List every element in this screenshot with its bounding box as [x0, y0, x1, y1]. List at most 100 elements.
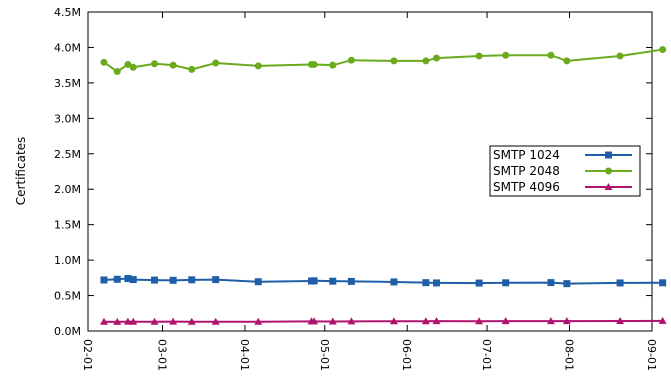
- data-point-smtp-4096: [113, 317, 122, 325]
- x-tick-label: 05-01: [318, 339, 331, 371]
- data-point-smtp-4096: [658, 316, 667, 324]
- legend-marker-smtp-1024: [605, 151, 612, 159]
- data-point-smtp-1024: [254, 278, 262, 286]
- data-point-smtp-2048: [169, 61, 177, 69]
- y-tick-label: 4.5M: [54, 6, 81, 19]
- data-point-smtp-2048: [113, 68, 121, 76]
- data-point-smtp-1024: [151, 276, 159, 284]
- data-point-smtp-2048: [547, 51, 555, 59]
- series-smtp-4096: [99, 316, 667, 325]
- x-tick-label: 07-01: [480, 339, 493, 371]
- data-point-smtp-1024: [390, 278, 398, 286]
- data-point-smtp-4096: [187, 317, 196, 325]
- y-tick-label: 1.0M: [54, 254, 81, 267]
- data-point-smtp-4096: [421, 317, 430, 325]
- data-point-smtp-4096: [616, 317, 625, 325]
- data-point-smtp-4096: [211, 317, 220, 325]
- series-line-smtp-2048: [103, 48, 663, 73]
- data-point-smtp-2048: [616, 52, 624, 60]
- data-point-smtp-2048: [422, 57, 430, 65]
- legend-marker-smtp-2048: [605, 167, 612, 175]
- legend-marker-smtp-4096: [604, 183, 613, 190]
- data-point-smtp-1024: [188, 276, 196, 284]
- data-point-smtp-2048: [563, 57, 571, 65]
- x-tick-label: 06-01: [400, 339, 413, 371]
- y-tick-label: 2.0M: [54, 183, 81, 196]
- x-tick-label: 08-01: [563, 339, 576, 371]
- x-tick-label: 03-01: [155, 339, 168, 371]
- data-point-smtp-1024: [124, 275, 132, 283]
- y-tick-label: 4.0M: [54, 41, 81, 54]
- data-point-smtp-4096: [475, 317, 484, 325]
- data-point-smtp-1024: [502, 279, 510, 287]
- x-axis: 02-01 03-01 04-01 05-01 06-01 07-01 08-01 09-01: [81, 12, 658, 371]
- data-point-smtp-1024: [212, 276, 220, 284]
- data-point-smtp-1024: [475, 279, 483, 287]
- data-point-smtp-2048: [329, 61, 337, 69]
- legend-label-smtp-4096: SMTP 4096: [493, 180, 560, 194]
- data-point-smtp-4096: [432, 317, 441, 325]
- y-tick-label: 3.5M: [54, 77, 81, 90]
- data-point-smtp-4096: [501, 317, 510, 325]
- data-point-smtp-2048: [433, 54, 441, 62]
- data-point-smtp-2048: [390, 57, 398, 65]
- data-point-smtp-1024: [563, 280, 571, 288]
- data-point-smtp-4096: [546, 317, 555, 325]
- data-point-smtp-4096: [150, 317, 159, 325]
- series-line-smtp-4096: [103, 319, 663, 323]
- data-point-smtp-2048: [129, 63, 137, 71]
- y-tick-label: 1.5M: [54, 219, 81, 232]
- data-point-smtp-2048: [188, 65, 196, 73]
- data-point-smtp-1024: [616, 279, 624, 287]
- data-point-smtp-1024: [433, 279, 441, 287]
- data-point-smtp-2048: [100, 58, 108, 66]
- data-point-smtp-1024: [129, 276, 137, 284]
- data-point-smtp-1024: [169, 276, 177, 284]
- x-tick-label: 04-01: [238, 339, 251, 371]
- y-tick-label: 2.5M: [54, 148, 81, 161]
- series-layer: [99, 46, 667, 325]
- data-point-smtp-4096: [254, 317, 263, 325]
- data-point-smtp-1024: [113, 275, 121, 283]
- series-smtp-2048: [100, 46, 667, 76]
- data-point-smtp-2048: [502, 51, 510, 59]
- data-point-smtp-4096: [129, 317, 138, 325]
- data-point-smtp-4096: [169, 317, 178, 325]
- data-point-smtp-4096: [310, 317, 319, 325]
- data-point-smtp-4096: [347, 317, 356, 325]
- data-point-smtp-4096: [99, 317, 108, 325]
- data-point-smtp-4096: [328, 317, 337, 325]
- data-point-smtp-4096: [562, 317, 571, 325]
- data-point-smtp-2048: [124, 60, 132, 68]
- data-point-smtp-1024: [547, 279, 555, 287]
- legend: SMTP 1024 SMTP 2048 SMTP 4096: [489, 145, 641, 197]
- y-tick-label: 0.5M: [54, 290, 81, 303]
- data-point-smtp-2048: [347, 56, 355, 64]
- series-smtp-1024: [100, 275, 667, 288]
- legend-label-smtp-1024: SMTP 1024: [493, 148, 560, 162]
- data-point-smtp-1024: [422, 279, 430, 287]
- data-point-smtp-1024: [329, 277, 337, 285]
- data-point-smtp-1024: [659, 279, 667, 287]
- x-tick-label: 09-01: [645, 339, 658, 371]
- data-point-smtp-2048: [659, 46, 667, 54]
- y-axis: 0.0M 0.5M 1.0M 1.5M 2.0M 2.5M 3.0M 3.5M 4.0M 4.5M: [54, 6, 652, 338]
- data-point-smtp-2048: [310, 60, 318, 68]
- data-point-smtp-2048: [212, 59, 220, 67]
- data-point-smtp-4096: [123, 317, 132, 325]
- data-point-smtp-1024: [100, 276, 108, 284]
- y-axis-title: Certificates: [14, 137, 28, 206]
- x-tick-label: 02-01: [81, 339, 94, 371]
- series-line-smtp-1024: [103, 277, 663, 285]
- y-tick-label: 0.0M: [54, 325, 81, 338]
- data-point-smtp-2048: [475, 52, 483, 60]
- data-point-smtp-2048: [151, 60, 159, 68]
- plot-frame: [87, 11, 653, 332]
- data-point-smtp-2048: [254, 62, 262, 70]
- legend-label-smtp-2048: SMTP 2048: [493, 164, 560, 178]
- data-point-smtp-1024: [347, 277, 355, 285]
- data-point-smtp-4096: [389, 317, 398, 325]
- data-point-smtp-1024: [310, 277, 318, 285]
- y-tick-label: 3.0M: [54, 112, 81, 125]
